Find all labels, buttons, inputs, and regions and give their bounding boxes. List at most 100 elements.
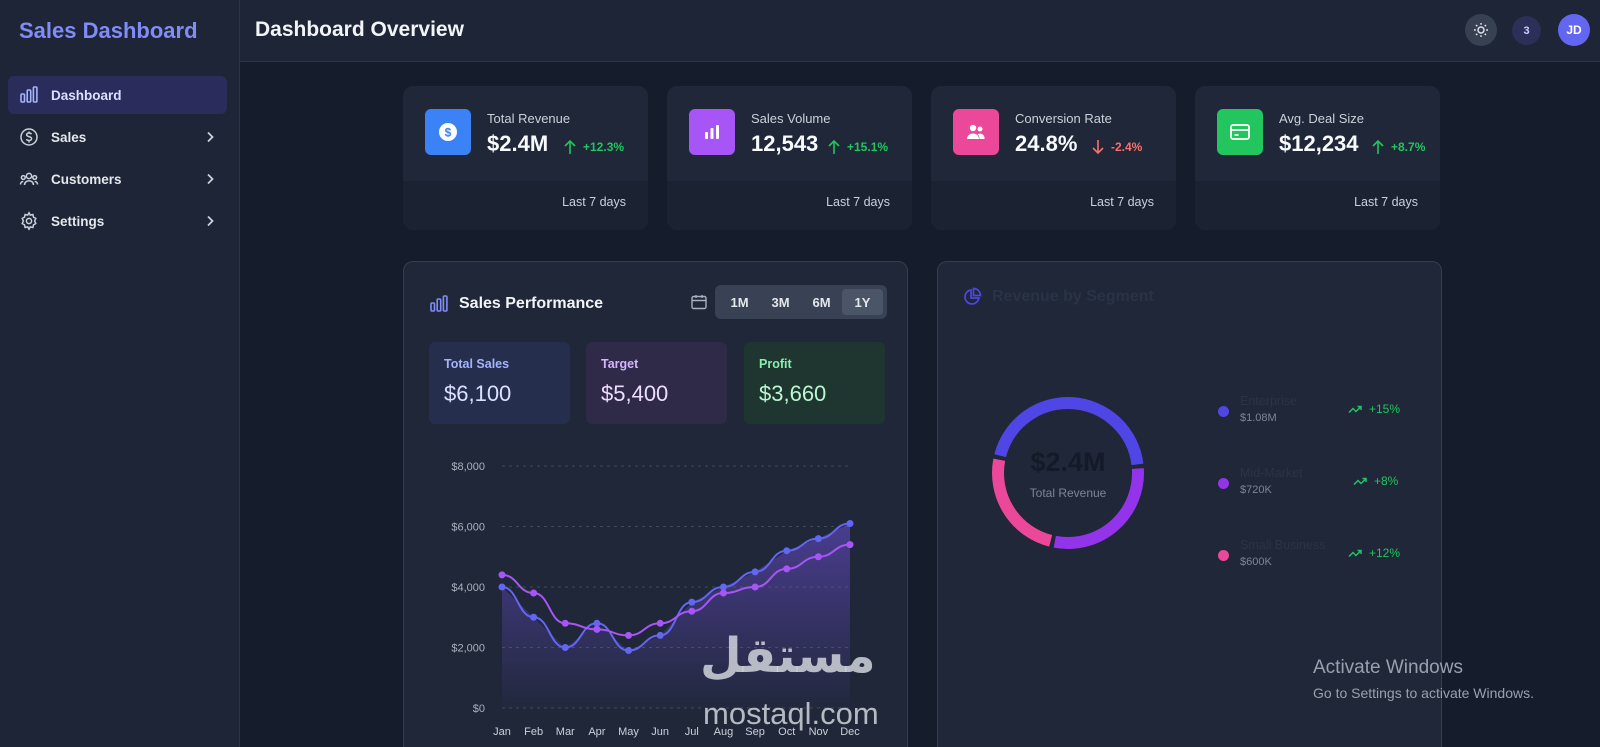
data-point[interactable]	[783, 547, 791, 555]
users-icon	[953, 109, 999, 155]
donut-slice-enterprise[interactable]	[994, 397, 1144, 466]
credit-card-icon	[1217, 109, 1263, 155]
calendar-icon[interactable]	[690, 293, 708, 311]
data-point[interactable]	[656, 631, 664, 639]
stat-value: 12,543	[751, 131, 819, 156]
svg-text:$: $	[445, 126, 452, 140]
chevron-right-icon	[207, 131, 214, 143]
series-line-1	[501, 543, 851, 637]
legend-growth: +12%	[1348, 546, 1400, 560]
data-point[interactable]	[688, 598, 696, 606]
data-point[interactable]	[530, 589, 538, 597]
revenue-segment-panel: Revenue by Segment $2.4M Total Revenue E…	[937, 261, 1442, 747]
bar-chart-icon	[430, 295, 448, 312]
theme-toggle-button[interactable]	[1465, 14, 1497, 46]
trending-up-icon	[1348, 549, 1362, 558]
sidebar-item-label: Sales	[51, 129, 87, 145]
stat-period: Last 7 days	[667, 181, 912, 230]
stat-value: $12,234	[1279, 131, 1359, 156]
stat-change: +12.3%	[563, 139, 624, 155]
y-tick-label: $0	[473, 703, 485, 715]
x-tick-label: Oct	[778, 726, 795, 738]
sidebar-item-label: Customers	[51, 171, 122, 187]
donut-center-label: Total Revenue	[1029, 486, 1107, 500]
data-point[interactable]	[561, 644, 569, 651]
sidebar: Sales Dashboard Dashboard Sales Customer…	[0, 0, 240, 747]
x-tick-label: Dec	[840, 726, 860, 738]
top-header: Dashboard Overview 3 JD	[240, 0, 1600, 62]
x-tick-label: Mar	[556, 726, 575, 738]
metric-value: $3,660	[759, 381, 827, 406]
y-tick-label: $4,000	[451, 582, 485, 594]
legend-item-small-business: Small Business $600K +12%	[1218, 538, 1418, 578]
x-tick-label: Feb	[524, 726, 543, 738]
data-point[interactable]	[688, 607, 696, 615]
data-point[interactable]	[719, 583, 727, 591]
data-point[interactable]	[593, 619, 601, 627]
data-point[interactable]	[625, 631, 633, 639]
data-point[interactable]	[625, 647, 633, 655]
trending-up-icon	[1353, 477, 1367, 486]
metric-label: Total Sales	[444, 357, 510, 371]
donut-slice-small-business[interactable]	[992, 458, 1053, 547]
data-point[interactable]	[530, 613, 538, 621]
bar-chart-icon	[689, 109, 735, 155]
sidebar-nav: Dashboard Sales Customers Settings	[0, 62, 239, 240]
legend-growth: +15%	[1348, 402, 1400, 416]
arrow-down-icon	[1092, 140, 1104, 155]
data-point[interactable]	[846, 541, 854, 549]
stat-label: Conversion Rate	[1015, 111, 1112, 126]
y-tick-label: $6,000	[451, 522, 485, 534]
data-point[interactable]	[783, 565, 791, 573]
legend-amount: $600K	[1240, 556, 1272, 568]
stat-value: 24.8%	[1015, 131, 1078, 156]
stat-card-conversion-rate: Conversion Rate 24.8% -2.4% Last 7 days	[931, 86, 1176, 230]
sidebar-item-sales[interactable]: Sales	[8, 118, 227, 156]
stat-label: Avg. Deal Size	[1279, 111, 1365, 126]
sidebar-item-settings[interactable]: Settings	[8, 202, 227, 240]
range-tab-1m[interactable]: 1M	[730, 294, 749, 310]
x-tick-label: Apr	[588, 726, 605, 738]
data-point[interactable]	[656, 619, 664, 627]
data-point[interactable]	[751, 583, 759, 591]
stat-period: Last 7 days	[1195, 181, 1440, 230]
x-tick-label: May	[618, 726, 639, 738]
sidebar-item-customers[interactable]: Customers	[8, 160, 227, 198]
sidebar-item-dashboard[interactable]: Dashboard	[8, 76, 227, 114]
legend-item-mid-market: Mid-Market $720K +8%	[1218, 466, 1418, 506]
range-tab-6m[interactable]: 6M	[812, 294, 831, 310]
legend-dot	[1218, 406, 1229, 417]
data-point[interactable]	[814, 553, 822, 561]
data-point[interactable]	[814, 535, 822, 543]
notification-badge-button[interactable]: 3	[1512, 16, 1541, 45]
x-tick-label: Jan	[493, 726, 511, 738]
stat-change: +8.7%	[1371, 139, 1425, 155]
stat-change: +15.1%	[827, 139, 888, 155]
metric-profit: Profit $3,660	[744, 342, 885, 424]
data-point[interactable]	[498, 583, 506, 591]
arrow-up-icon	[828, 139, 840, 154]
gear-icon	[18, 210, 40, 232]
range-tab-1y[interactable]: 1Y	[842, 289, 883, 315]
dollar-circle-icon	[18, 126, 40, 148]
x-tick-label: Jul	[685, 726, 699, 738]
y-tick-label: $2,000	[451, 643, 485, 655]
panel-title: Revenue by Segment	[962, 287, 1154, 307]
activation-subtitle: Go to Settings to activate Windows.	[1313, 685, 1534, 701]
data-point[interactable]	[751, 568, 759, 576]
sidebar-item-label: Settings	[51, 213, 105, 229]
data-point[interactable]	[846, 519, 854, 527]
x-tick-label: Aug	[714, 726, 734, 738]
user-avatar[interactable]: JD	[1558, 14, 1590, 46]
range-tabs: 1M 3M 6M 1Y	[715, 285, 887, 319]
stat-card-sales-volume: Sales Volume 12,543 +15.1% Last 7 days	[667, 86, 912, 230]
donut-slice-mid-market[interactable]	[1053, 468, 1144, 549]
watermark-latin: mostaql.com	[703, 696, 879, 731]
data-point[interactable]	[498, 571, 506, 579]
pie-chart-icon	[964, 287, 982, 305]
range-tab-3m[interactable]: 3M	[771, 294, 790, 310]
data-point[interactable]	[561, 619, 569, 627]
data-point[interactable]	[719, 589, 727, 597]
data-point[interactable]	[593, 625, 601, 633]
users-icon	[18, 168, 40, 190]
